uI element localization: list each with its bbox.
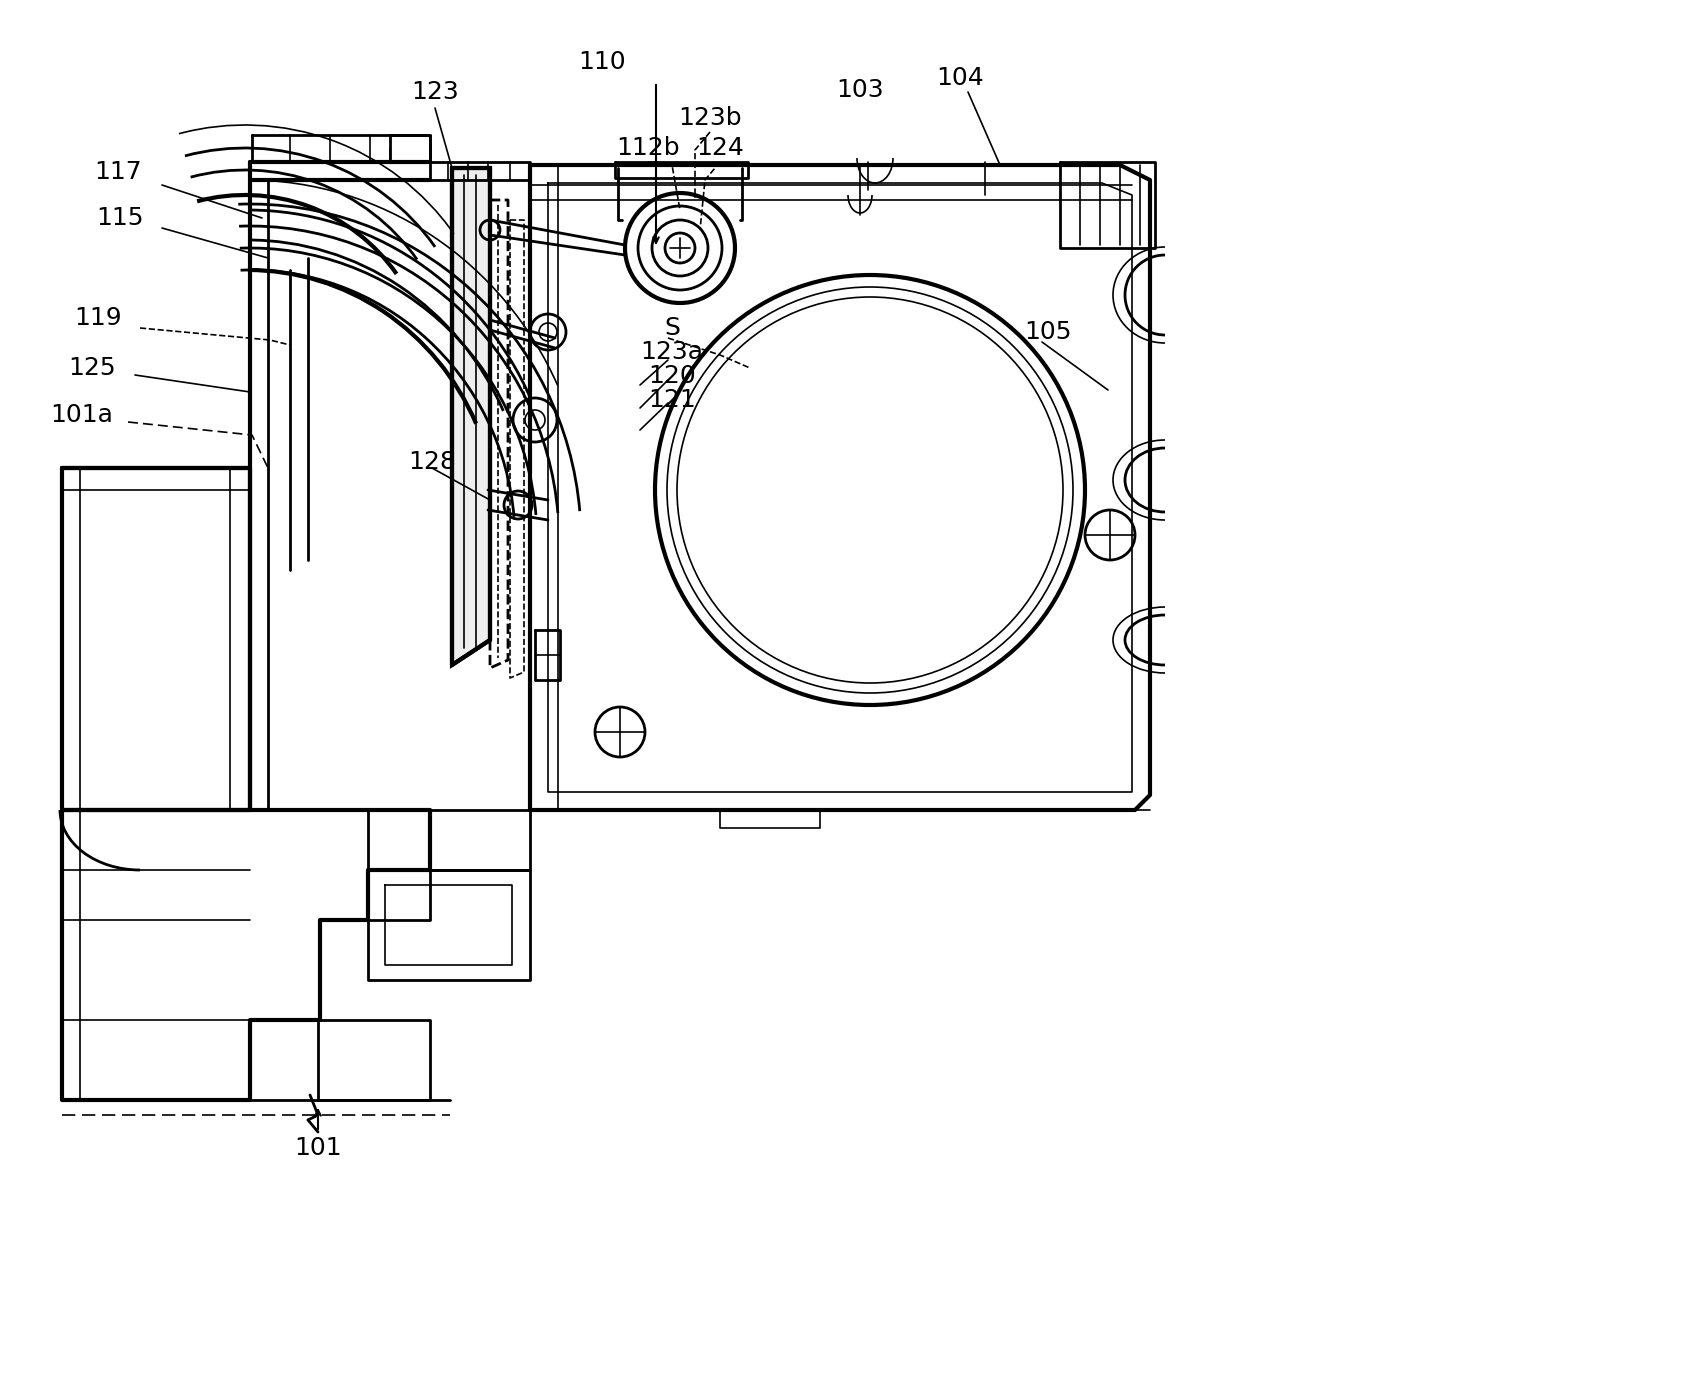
- Polygon shape: [453, 169, 490, 665]
- Text: 110: 110: [579, 50, 626, 75]
- Text: 112b: 112b: [616, 135, 679, 160]
- Text: 117: 117: [94, 160, 141, 184]
- Text: 123a: 123a: [640, 340, 703, 363]
- Text: 128: 128: [408, 451, 456, 474]
- Text: S: S: [664, 316, 679, 340]
- Text: 120: 120: [648, 363, 696, 388]
- Text: 105: 105: [1025, 321, 1072, 344]
- Text: 125: 125: [68, 357, 116, 380]
- Text: 101: 101: [294, 1136, 342, 1159]
- Text: 103: 103: [836, 77, 883, 102]
- Text: 119: 119: [75, 305, 123, 330]
- Text: 123: 123: [412, 80, 460, 104]
- Text: 123b: 123b: [677, 106, 742, 130]
- Text: 124: 124: [696, 135, 744, 160]
- Text: 104: 104: [936, 66, 984, 90]
- Text: 115: 115: [97, 206, 143, 229]
- Text: 101a: 101a: [51, 404, 114, 427]
- Text: 121: 121: [648, 388, 696, 412]
